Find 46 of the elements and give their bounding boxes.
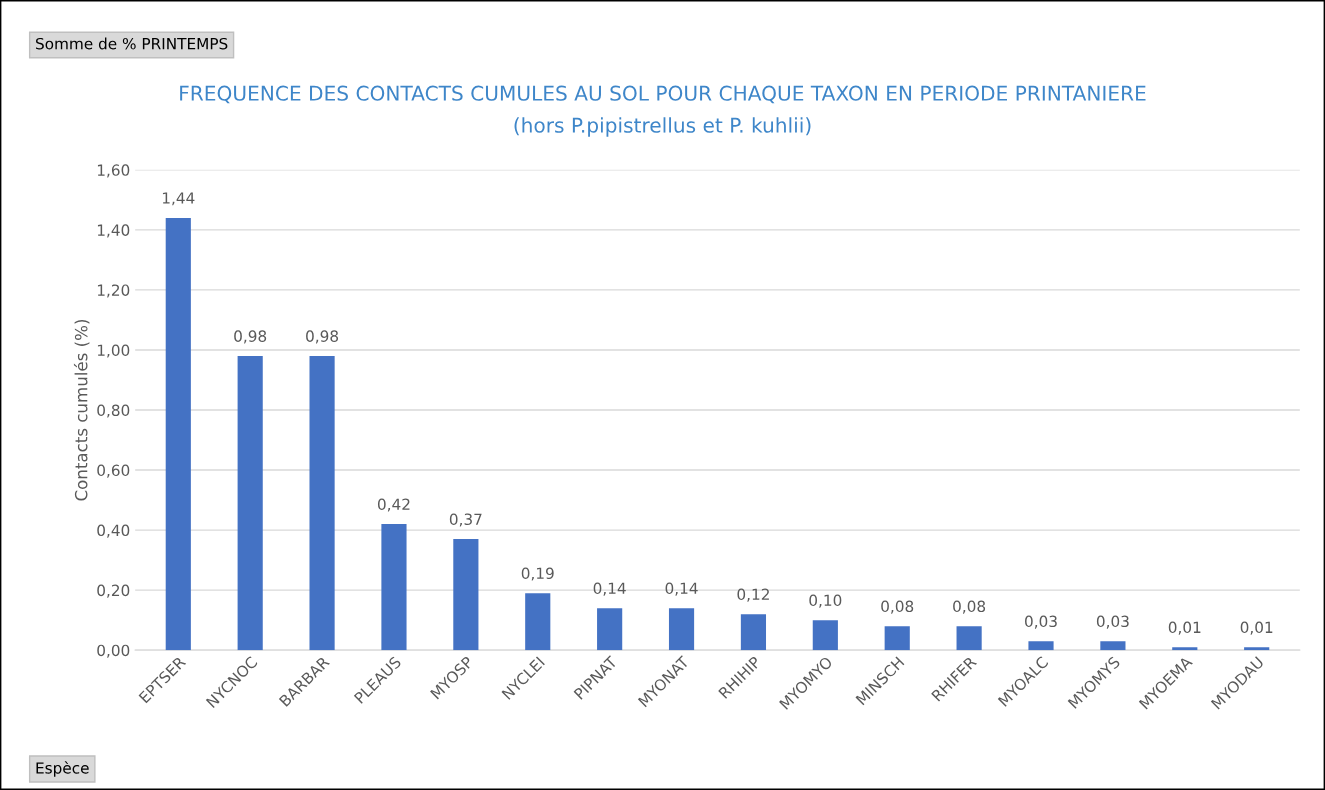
bar xyxy=(812,620,838,651)
data-label: 0,14 xyxy=(593,582,626,596)
y-tick-label: 1,40 xyxy=(97,224,130,238)
bar xyxy=(165,217,191,651)
bar xyxy=(309,355,335,651)
bar xyxy=(1244,647,1270,651)
bar xyxy=(956,626,982,651)
bar xyxy=(668,608,695,651)
y-tick-label: 0,40 xyxy=(97,524,130,538)
text: Somme de % PRINTEMPS xyxy=(36,37,228,50)
data-label: 0,37 xyxy=(449,513,482,527)
y-tick-label: 0,80 xyxy=(97,404,130,418)
bar xyxy=(884,626,910,651)
y-tick-label: 0,20 xyxy=(97,584,130,598)
bar xyxy=(453,539,479,651)
data-label: 0,03 xyxy=(1025,615,1057,629)
data-label: 0,98 xyxy=(234,330,267,344)
y-axis-title: Contacts cumulés (%) xyxy=(73,319,90,501)
y-tick-label: 0,00 xyxy=(97,644,130,658)
y-tick-label: 1,20 xyxy=(97,284,130,298)
bar xyxy=(597,608,623,651)
data-label: 0,12 xyxy=(737,588,769,602)
text: Espèce xyxy=(36,761,89,777)
bar xyxy=(1100,641,1126,651)
bar xyxy=(381,524,407,651)
data-label: 0,03 xyxy=(1096,615,1129,629)
data-label: 0,14 xyxy=(665,582,698,596)
data-label: 1,44 xyxy=(162,192,195,206)
data-label: 0,19 xyxy=(521,567,554,581)
data-label: 0,10 xyxy=(809,594,842,608)
bar xyxy=(237,355,263,651)
bar xyxy=(1172,647,1198,651)
data-label: 0,42 xyxy=(377,498,410,512)
data-label: 0,01 xyxy=(1168,621,1201,635)
data-label: 0,98 xyxy=(306,330,339,344)
y-tick-label: 1,60 xyxy=(97,164,130,178)
chart-title: FREQUENCE DES CONTACTS CUMULES AU SOL POUR CHAQUE TAXON EN PERIODE PRINTANIERE xyxy=(180,85,1146,104)
data-label: 0,08 xyxy=(881,600,914,614)
y-tick-label: 0,60 xyxy=(97,464,130,478)
bar xyxy=(1028,641,1054,651)
bar xyxy=(525,593,551,651)
data-label: 0,08 xyxy=(953,600,986,614)
y-tick-label: 1,00 xyxy=(97,344,130,358)
chart-subtitle: (hors P.pipistrellus et P. kuhlii) xyxy=(514,117,811,137)
bar xyxy=(740,614,767,651)
data-label: 0,01 xyxy=(1240,621,1273,635)
